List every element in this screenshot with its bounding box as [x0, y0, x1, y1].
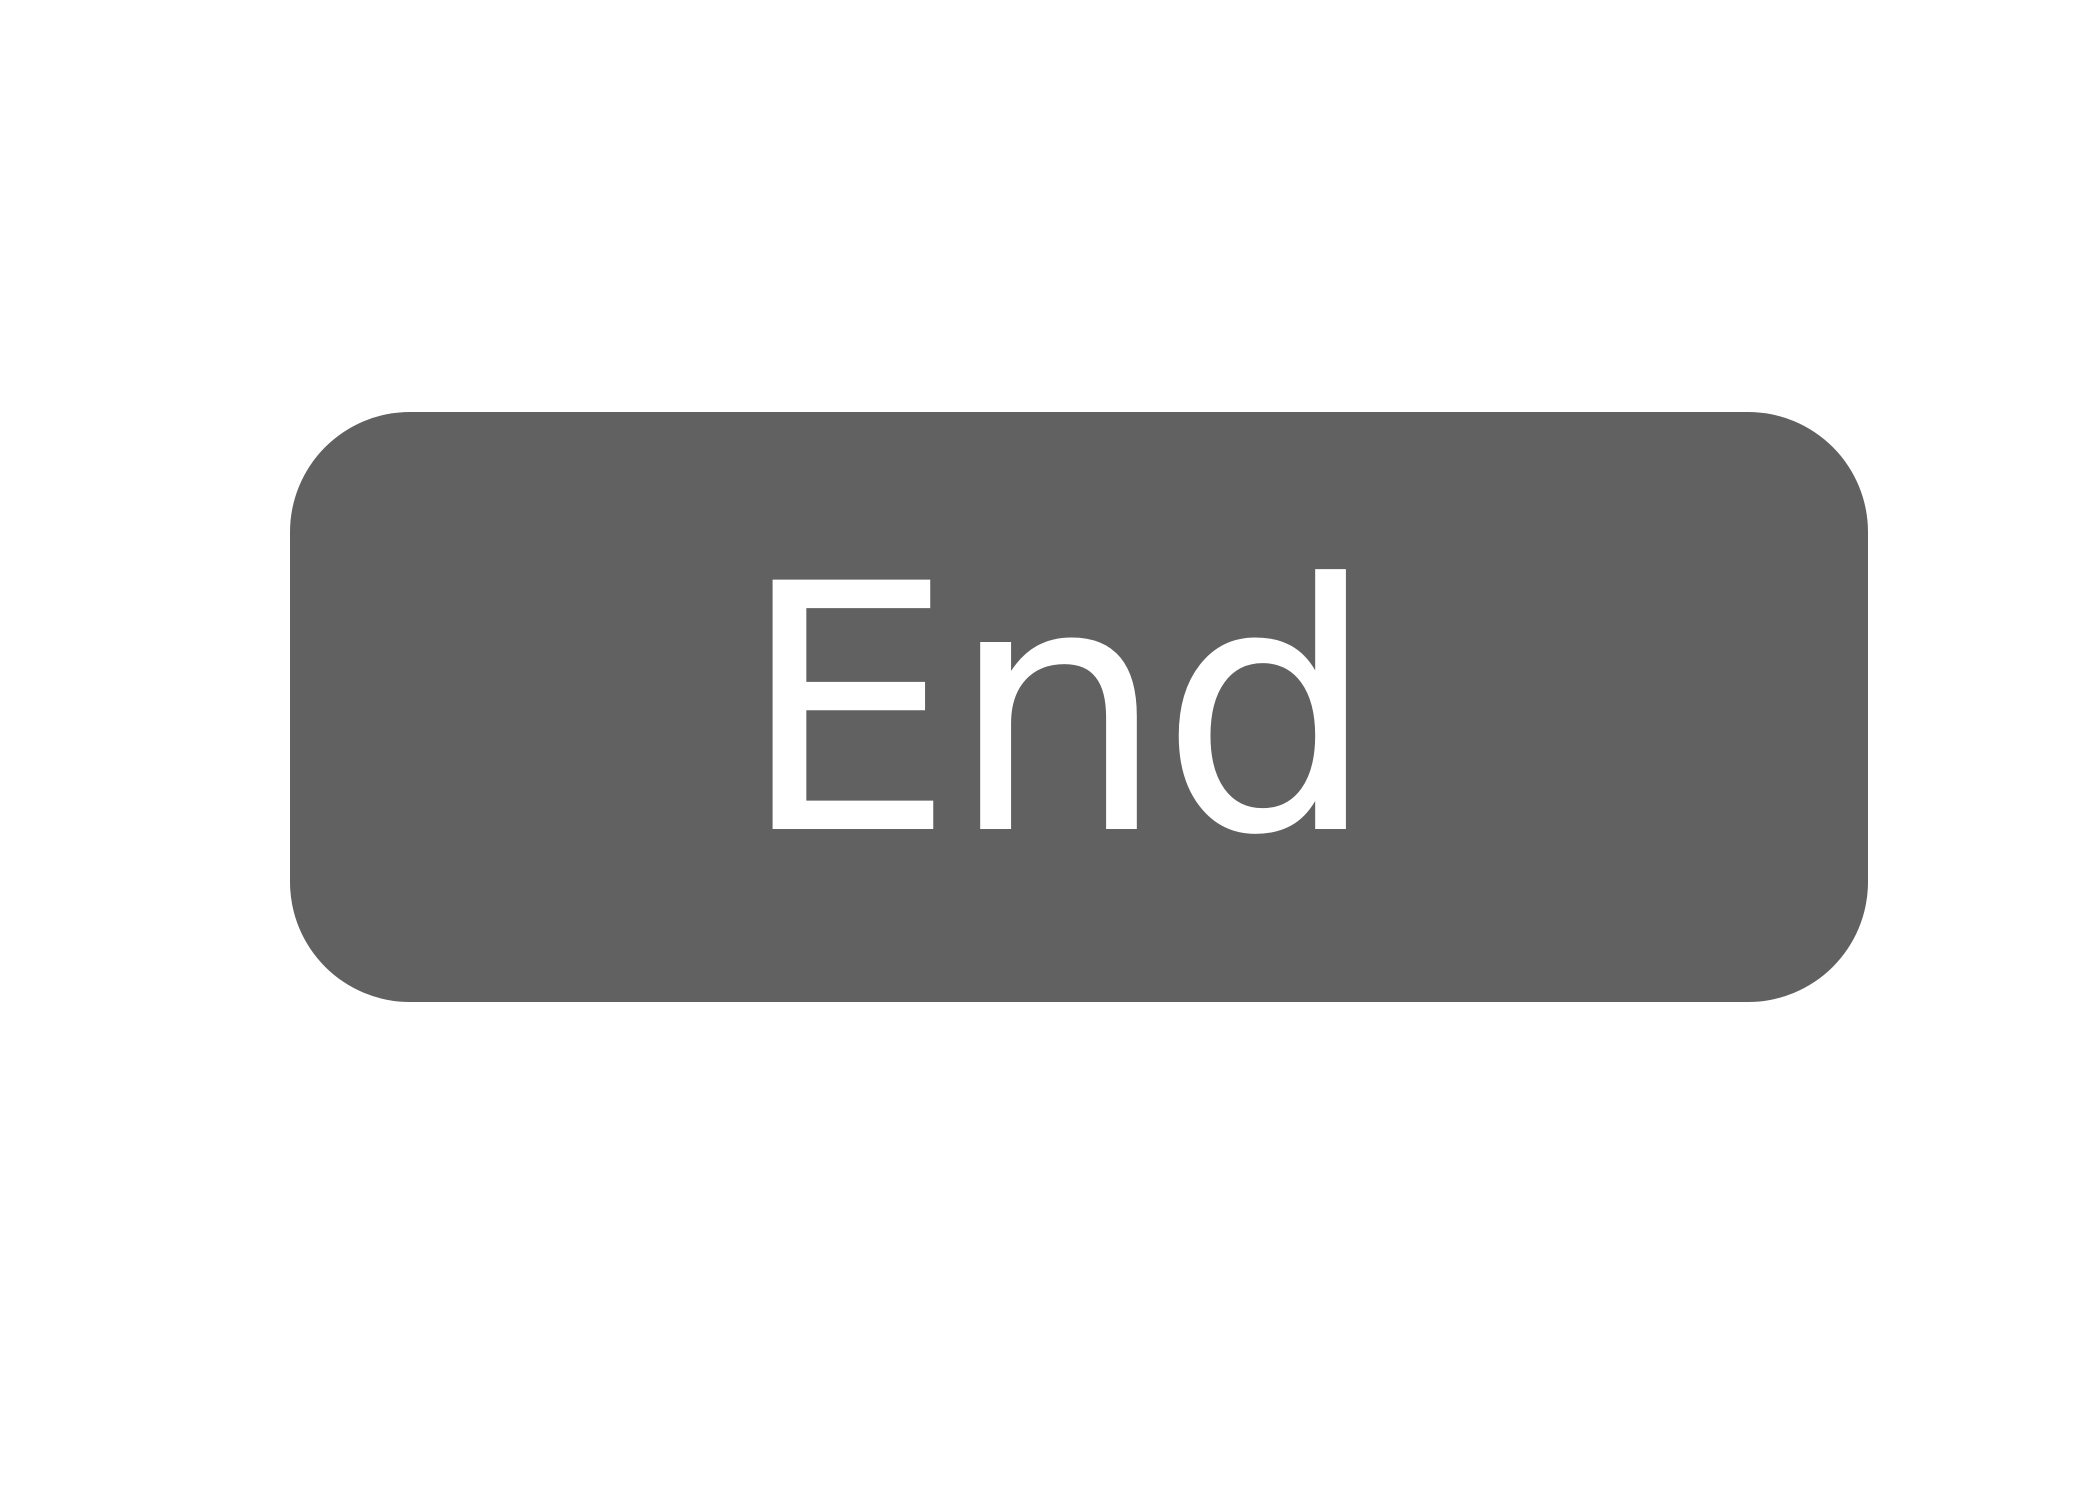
end-button[interactable]: End [290, 412, 1868, 1002]
end-button-label: End [739, 512, 1377, 910]
